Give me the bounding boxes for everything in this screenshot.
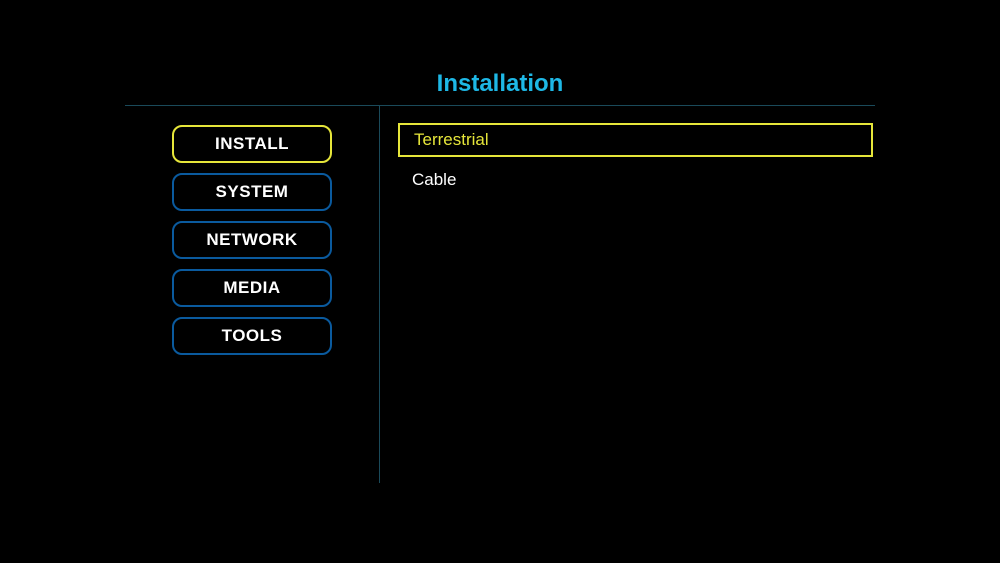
- menu-button-system[interactable]: SYSTEM: [172, 173, 332, 211]
- sidebar-menu: INSTALL SYSTEM NETWORK MEDIA TOOLS: [125, 105, 380, 483]
- menu-button-media[interactable]: MEDIA: [172, 269, 332, 307]
- menu-button-network[interactable]: NETWORK: [172, 221, 332, 259]
- menu-button-install[interactable]: INSTALL: [172, 125, 332, 163]
- option-label: Cable: [412, 170, 456, 190]
- screen-container: Installation INSTALL SYSTEM NETWORK MEDI…: [0, 0, 1000, 563]
- option-cable[interactable]: Cable: [398, 163, 873, 197]
- menu-button-label: MEDIA: [223, 278, 280, 298]
- options-panel: Terrestrial Cable: [380, 105, 875, 483]
- menu-button-label: INSTALL: [215, 134, 289, 154]
- page-title: Installation: [0, 0, 1000, 106]
- menu-button-label: TOOLS: [222, 326, 283, 346]
- option-label: Terrestrial: [414, 130, 489, 150]
- menu-button-tools[interactable]: TOOLS: [172, 317, 332, 355]
- option-terrestrial[interactable]: Terrestrial: [398, 123, 873, 157]
- menu-button-label: NETWORK: [206, 230, 297, 250]
- menu-button-label: SYSTEM: [216, 182, 289, 202]
- content-area: INSTALL SYSTEM NETWORK MEDIA TOOLS Terre…: [125, 105, 875, 483]
